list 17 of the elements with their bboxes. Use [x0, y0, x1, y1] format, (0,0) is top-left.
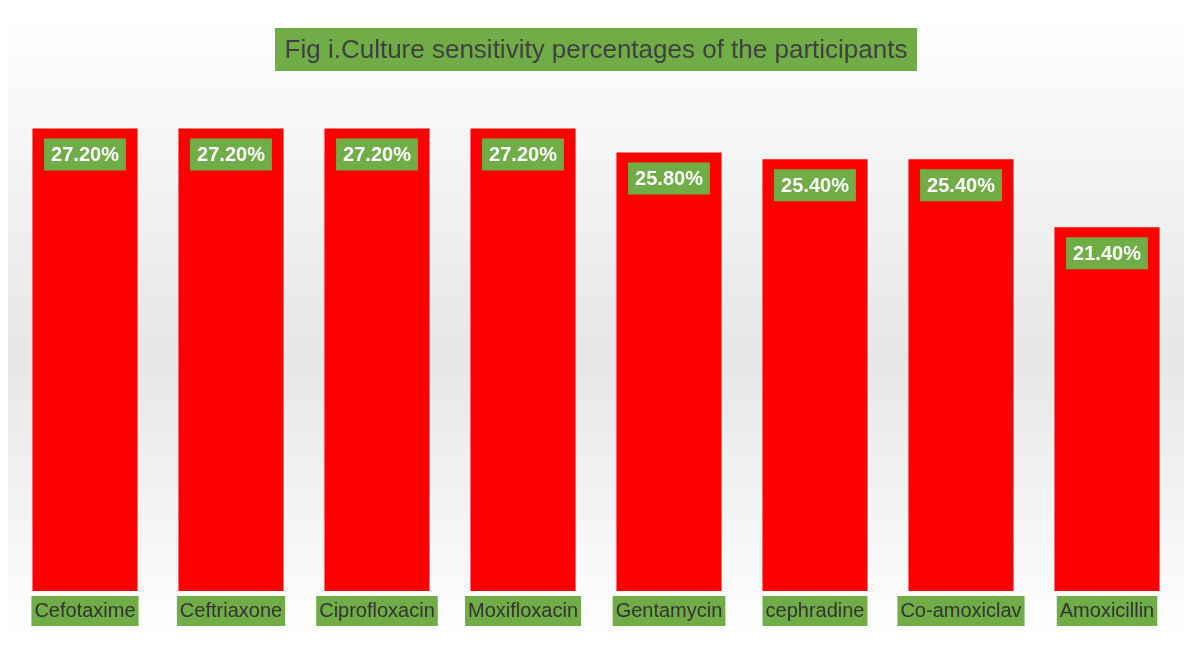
- data-label: 21.40%: [1073, 241, 1142, 264]
- x-tick-label: Gentamycin: [615, 598, 723, 621]
- data-label: 25.80%: [635, 166, 704, 189]
- x-tick-label: Ceftriaxone: [179, 598, 283, 621]
- data-label: 27.20%: [489, 143, 558, 166]
- x-tick-label: Moxifloxacin: [467, 598, 579, 621]
- x-tick-label: Co-amoxiclav: [900, 598, 1022, 621]
- chart-title: Fig i.Culture sensitivity percentages of the participants: [274, 28, 918, 71]
- data-label: 27.20%: [197, 143, 266, 166]
- data-label: 25.40%: [781, 173, 850, 196]
- x-tick-label: Cefotaxime: [34, 598, 136, 621]
- data-label: 25.40%: [927, 173, 996, 196]
- x-tick-label: Amoxicillin: [1059, 598, 1155, 621]
- x-tick-label: cephradine: [765, 598, 865, 621]
- data-label: 27.20%: [343, 143, 412, 166]
- x-tick-label: Ciprofloxacin: [319, 598, 435, 621]
- data-label: 27.20%: [51, 143, 120, 166]
